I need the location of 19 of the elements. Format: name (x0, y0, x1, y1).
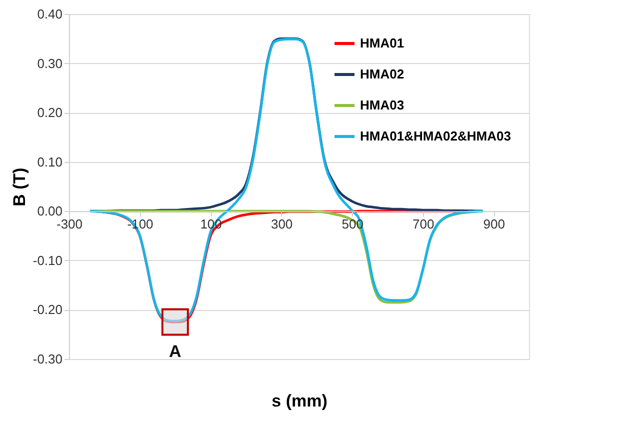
x-tick-label: 300 (270, 216, 293, 232)
annotation: A (169, 342, 182, 362)
legend-label: HMA03 (360, 98, 404, 112)
y-tick-label: 0.30 (37, 56, 62, 71)
y-tick-label: 0.20 (37, 105, 62, 120)
y-tick-label: -0.10 (32, 252, 62, 268)
y-tick-label: -0.30 (32, 352, 62, 366)
y-tick-label: -0.20 (32, 302, 62, 318)
x-tick-label: 700 (412, 216, 434, 232)
y-axis-title: B (T) (10, 168, 29, 206)
y-tick-label: 0.00 (37, 204, 62, 219)
legend-label: HMA01&HMA02&HMA03 (360, 128, 511, 144)
y-tick-label: 0.40 (37, 6, 62, 22)
legend-label: HMA02 (360, 66, 404, 82)
legend-label: HMA01 (360, 36, 404, 50)
y-tick-label: 0.10 (37, 154, 62, 170)
x-tick-label: -300 (56, 216, 83, 232)
x-tick-label: 900 (483, 216, 505, 232)
x-axis-title: s (mm) (272, 392, 328, 410)
